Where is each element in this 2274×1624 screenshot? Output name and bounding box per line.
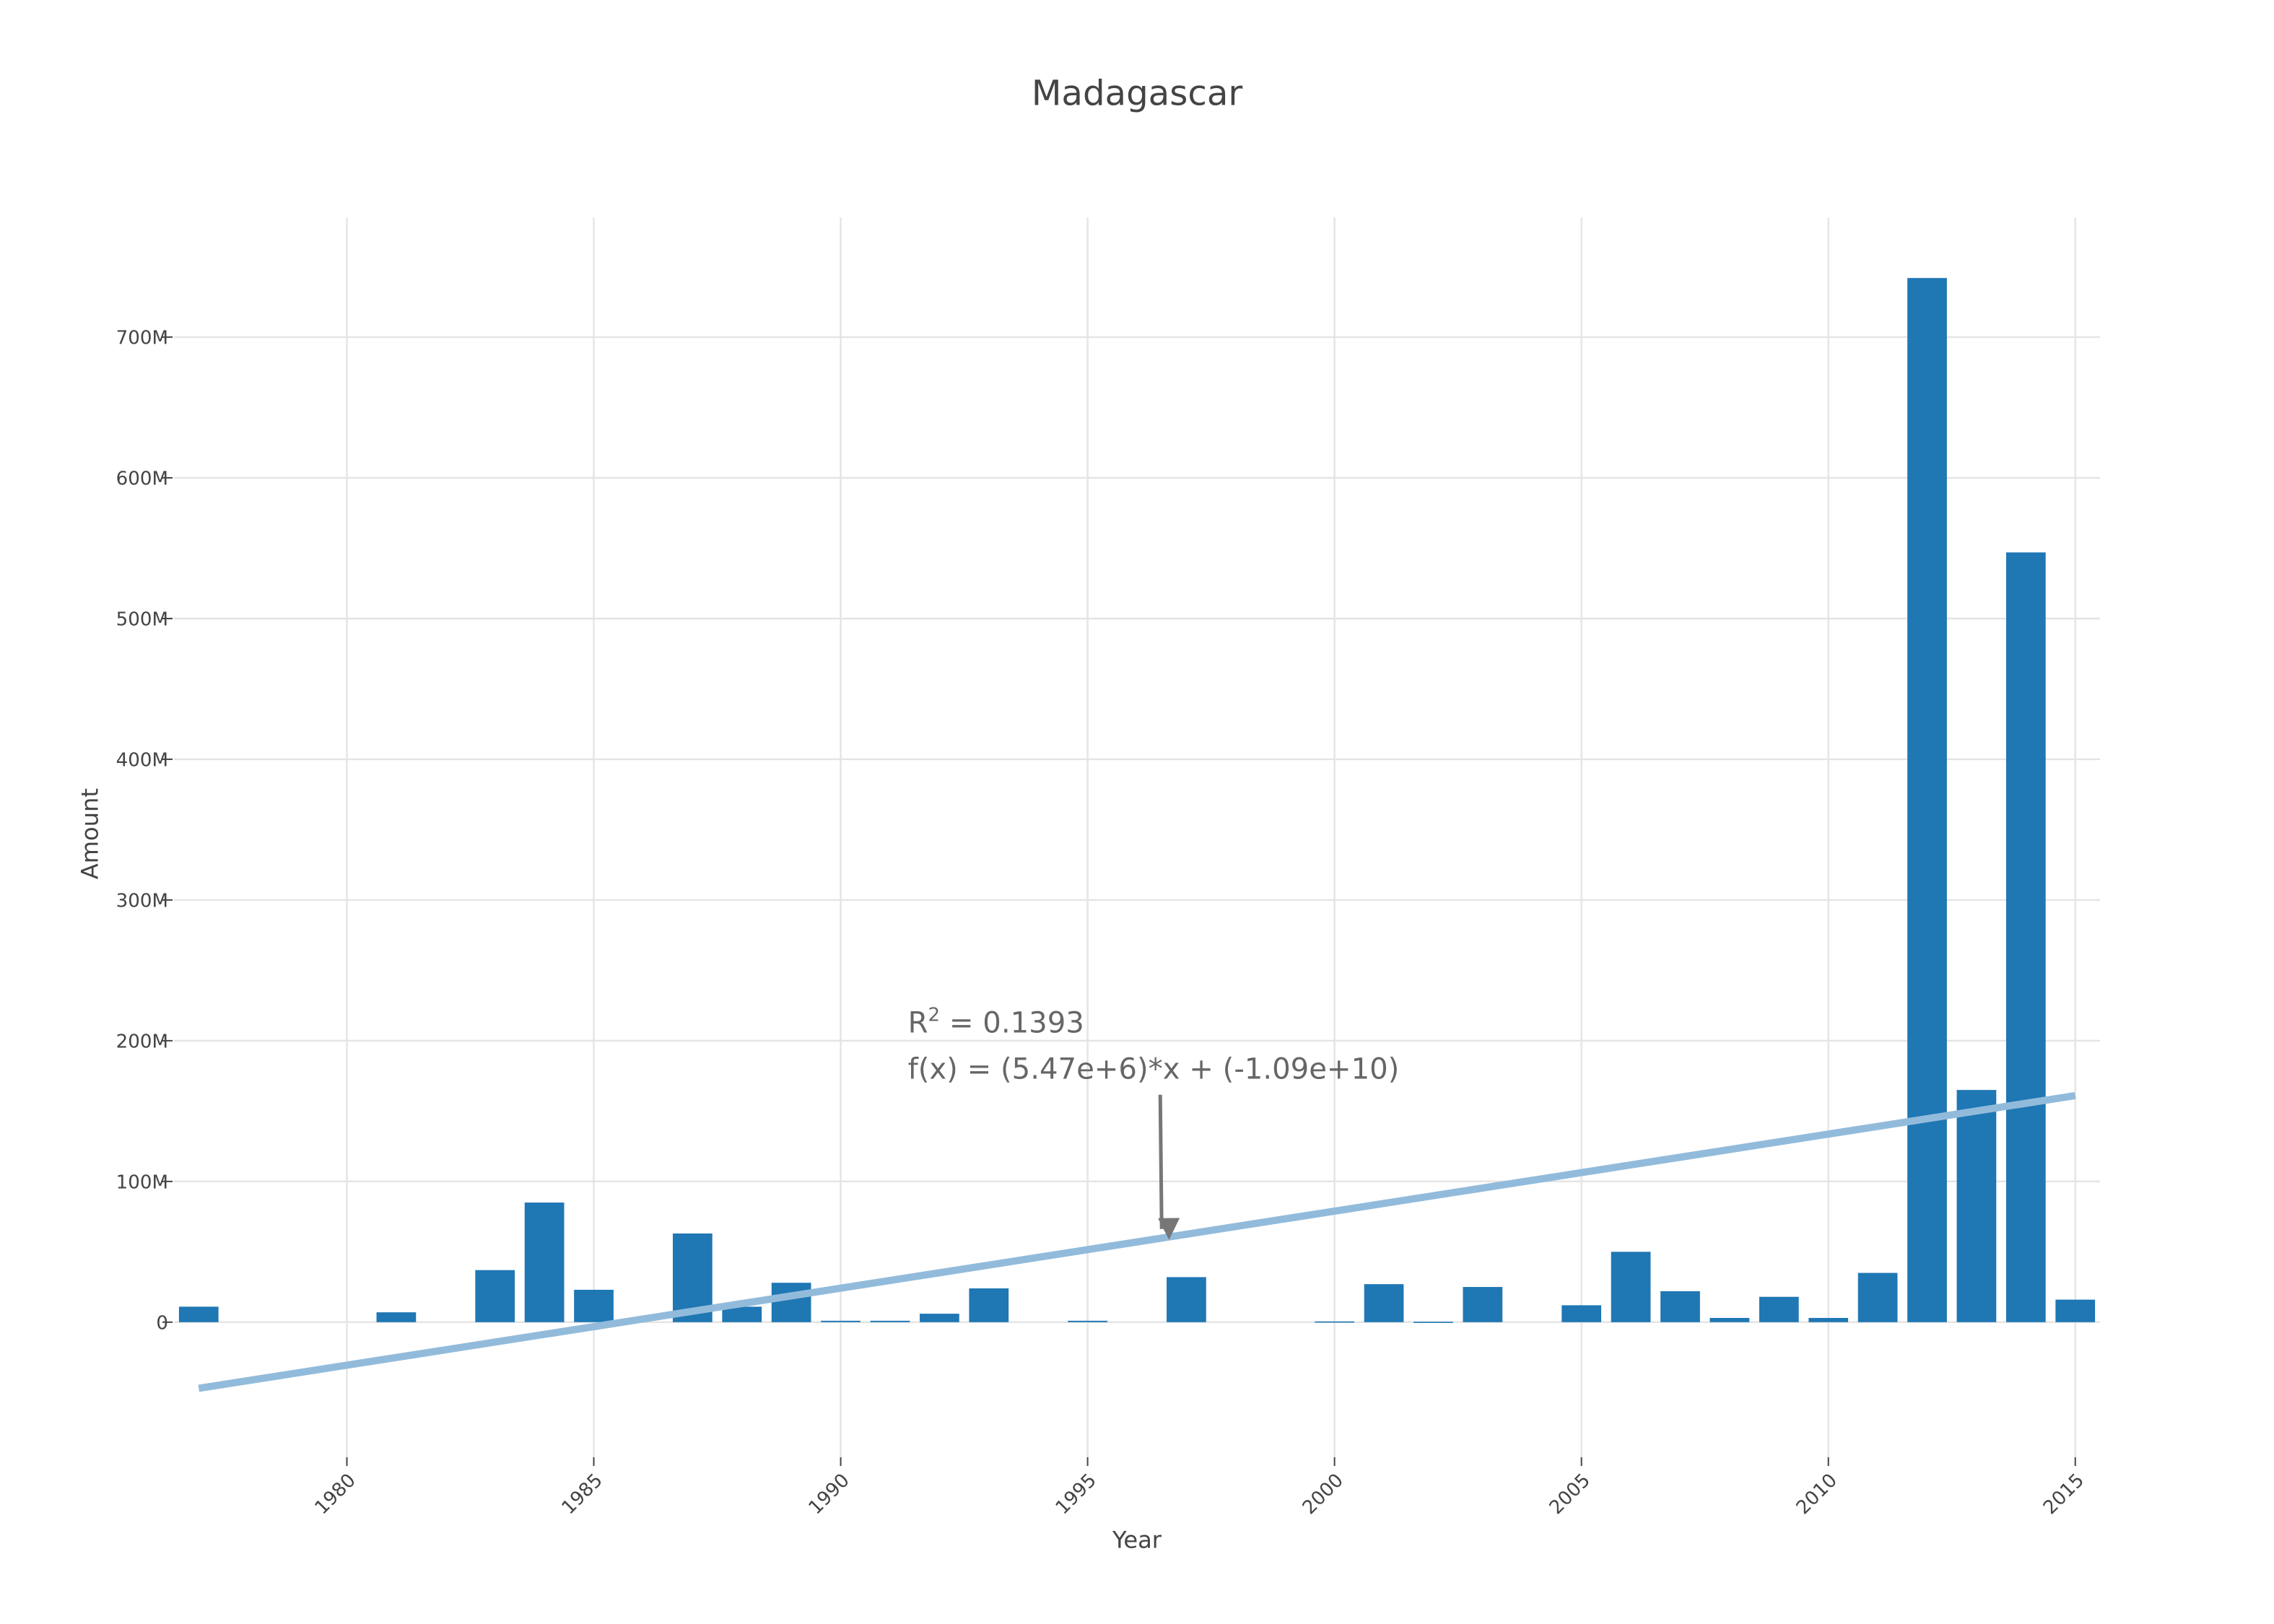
y-tick-label: 300M	[116, 890, 168, 912]
bar	[821, 1320, 861, 1322]
annotation-superscript: 2	[928, 1004, 940, 1026]
bar	[1413, 1322, 1453, 1323]
bar	[870, 1320, 910, 1322]
x-tick-label: 2005	[1546, 1470, 1595, 1519]
annotation-r-value: = 0.1393	[940, 1006, 1084, 1039]
bar	[524, 1202, 565, 1322]
bar	[1660, 1291, 1700, 1322]
bar	[178, 1306, 219, 1322]
y-tick-label: 200M	[116, 1031, 168, 1052]
x-tick-label: 2010	[1792, 1470, 1842, 1519]
chart-title: Madagascar	[1032, 74, 1243, 114]
y-tick-label: 0	[156, 1312, 168, 1334]
x-tick-label: 2000	[1299, 1470, 1348, 1519]
bar	[722, 1306, 762, 1322]
marks	[178, 278, 2096, 1392]
y-tick-label: 700M	[116, 328, 168, 349]
y-tick-label: 600M	[116, 468, 168, 490]
grid	[162, 217, 2100, 1467]
trend-line	[198, 1091, 2076, 1392]
y-axis-title: Amount	[77, 788, 104, 879]
annotation-r-squared: R2 = 0.1393	[908, 1004, 1084, 1039]
x-tick-label: 1995	[1052, 1470, 1101, 1519]
labels: 0 100M 200M 300M 400M 500M 600M 700M 1980 1985 199…	[116, 328, 2088, 1519]
x-axis-title: Year	[1112, 1526, 1162, 1553]
bar	[1956, 1090, 1997, 1322]
bar	[1808, 1317, 1849, 1322]
bar	[1857, 1272, 1898, 1322]
bar	[2005, 552, 2046, 1322]
bar	[1561, 1305, 1602, 1322]
bar	[1611, 1252, 1651, 1322]
bar	[771, 1283, 811, 1322]
bar	[1907, 278, 1947, 1322]
bar	[1167, 1277, 1206, 1322]
annotation-arrow	[1158, 1094, 1180, 1240]
bar	[376, 1312, 417, 1322]
y-tick-label: 100M	[116, 1171, 168, 1193]
bar	[1463, 1287, 1503, 1322]
y-tick-label: 500M	[116, 608, 168, 630]
x-tick-label: 1980	[311, 1470, 360, 1519]
annotation-r: R	[908, 1006, 928, 1039]
bar	[1364, 1284, 1404, 1322]
bar	[1315, 1321, 1354, 1323]
annotation-formula: f(x) = (5.47e+6)*x + (-1.09e+10)	[908, 1053, 1400, 1086]
x-tick-label: 1990	[805, 1470, 854, 1519]
y-tick-label: 400M	[116, 749, 168, 771]
bar	[475, 1270, 515, 1322]
bar	[1759, 1296, 1799, 1322]
bar	[920, 1314, 959, 1322]
bar	[969, 1288, 1009, 1322]
x-tick-label: 1985	[558, 1470, 607, 1519]
x-tick-label: 2015	[2039, 1470, 2088, 1519]
bar	[2055, 1299, 2096, 1322]
bar	[1068, 1320, 1107, 1322]
bar	[1709, 1317, 1750, 1322]
bar	[574, 1289, 614, 1322]
